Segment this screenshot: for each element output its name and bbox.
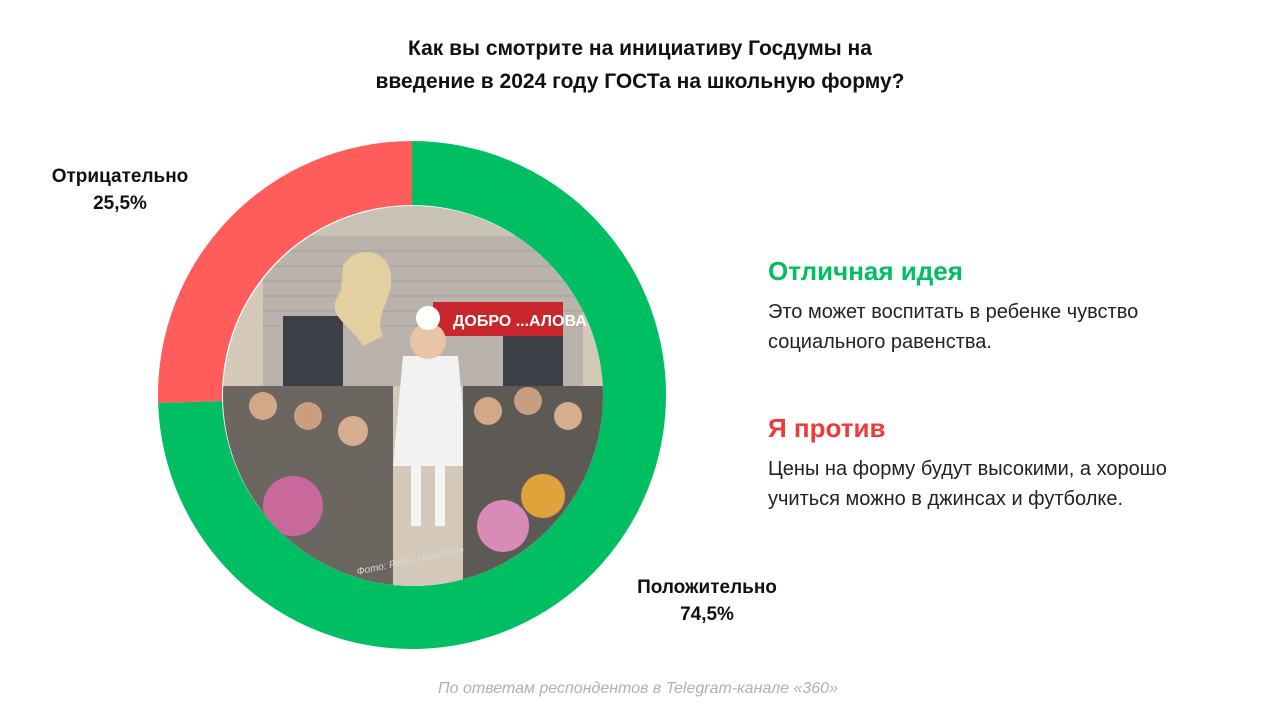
slice-label-negative-value: 25,5%: [93, 193, 147, 214]
chart-title-line-2: введение в 2024 году ГОСТа на школьную ф…: [375, 70, 905, 93]
chart-title-line-1: Как вы смотрите на инициативу Госдумы на: [408, 37, 872, 60]
opinion-negative-text: Цены на форму будут высокими, а хорошо у…: [768, 458, 1167, 510]
opinion-positive-heading: Отличная идея: [768, 256, 963, 286]
opinion-negative-heading: Я против: [768, 413, 886, 443]
source-footnote: По ответам респондентов в Telegram-канал…: [438, 680, 838, 697]
opinion-negative: Я против Цены на форму будут высокими, а…: [768, 413, 1238, 514]
sign-text: ДОБРО ...АЛОВАТЬ!: [453, 313, 603, 330]
school-photo-illustration: ДОБРО ...АЛОВАТЬ!: [223, 206, 603, 586]
opinion-positive-text: Это может воспитать в ребенке чувство со…: [768, 301, 1139, 353]
slice-label-negative: Отрицательно 25,5%: [30, 163, 210, 217]
donut-slice-negative: [158, 141, 412, 403]
school-photo: ДОБРО ...АЛОВАТЬ!: [223, 206, 603, 586]
chart-title: Как вы смотрите на инициативу Госдумы на…: [290, 32, 990, 98]
slice-label-negative-name: Отрицательно: [51, 166, 189, 187]
opinion-positive: Отличная идея Это может воспитать в ребе…: [768, 256, 1238, 357]
slice-label-positive: Положительно 74,5%: [612, 574, 802, 628]
slice-label-positive-value: 74,5%: [680, 604, 734, 625]
slice-label-positive-name: Положительно: [637, 577, 777, 598]
donut-chart: [158, 141, 666, 649]
